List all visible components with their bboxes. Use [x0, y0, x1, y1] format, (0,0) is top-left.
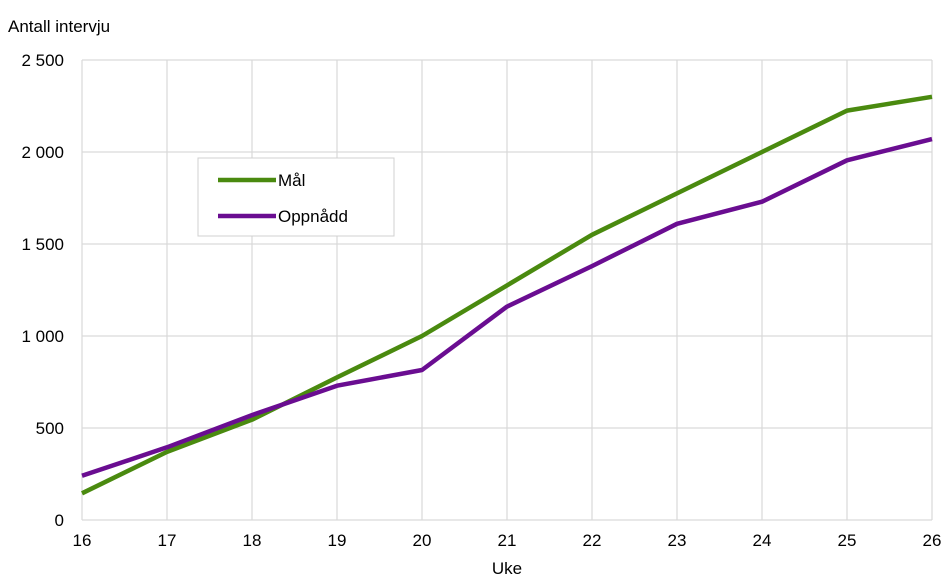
x-axis-ticks: 16 17 18 19 20 21 22 23 24 25 26	[73, 531, 942, 550]
y-tick-label: 1 000	[21, 327, 64, 346]
y-tick-label: 2 000	[21, 143, 64, 162]
x-tick-label: 19	[328, 531, 347, 550]
legend-box	[197, 157, 395, 237]
x-tick-label: 23	[668, 531, 687, 550]
x-tick-label: 16	[73, 531, 92, 550]
x-tick-label: 17	[158, 531, 177, 550]
y-tick-label: 2 500	[21, 51, 64, 70]
series-line-maal	[81, 94, 933, 496]
legend-label: Mål	[278, 171, 305, 190]
y-tick-label: 1 500	[21, 235, 64, 254]
legend-label: Oppnådd	[278, 207, 348, 226]
x-tick-label: 21	[498, 531, 517, 550]
series-lines	[81, 94, 933, 496]
x-tick-label: 25	[838, 531, 857, 550]
y-axis-ticks: 0 500 1 000 1 500 2 000 2 500	[21, 51, 64, 530]
x-tick-label: 20	[413, 531, 432, 550]
x-tick-label: 26	[923, 531, 942, 550]
x-tick-label: 24	[753, 531, 772, 550]
y-tick-label: 500	[36, 419, 64, 438]
x-tick-label: 22	[583, 531, 602, 550]
y-axis-title: Antall intervju	[8, 17, 110, 36]
series-line-oppnaadd	[81, 136, 933, 478]
gridlines	[81, 59, 933, 521]
legend: Mål Oppnådd	[197, 157, 395, 237]
x-axis-title: Uke	[492, 559, 522, 576]
legend-entries: Mål Oppnådd	[218, 171, 348, 226]
x-tick-label: 18	[243, 531, 262, 550]
y-tick-label: 0	[55, 511, 64, 530]
